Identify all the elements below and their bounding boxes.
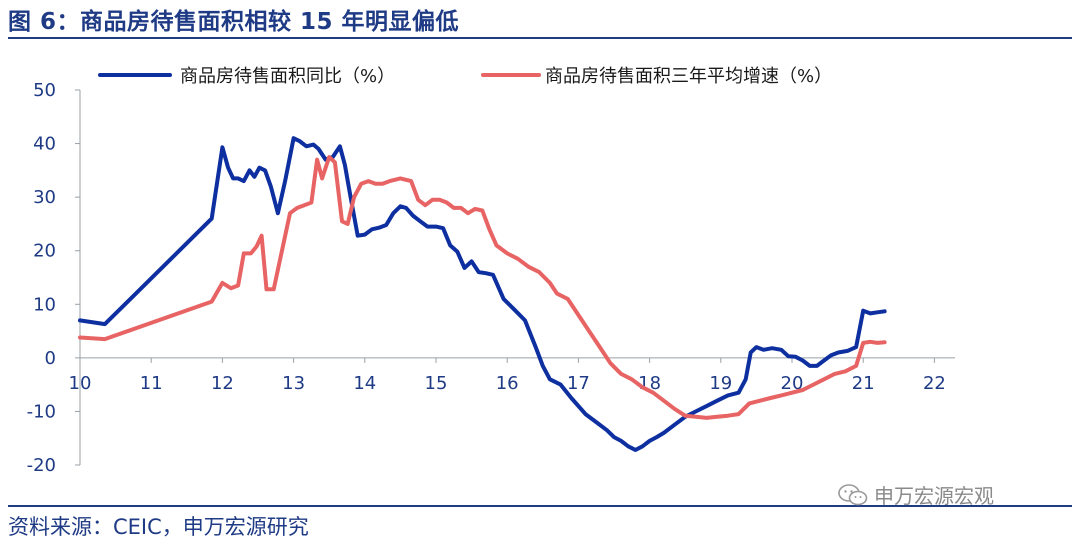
y-tick-label: 10 (33, 294, 56, 315)
x-tick-label: 20 (781, 373, 804, 394)
x-tick-label: 11 (140, 373, 163, 394)
y-tick-label: 30 (33, 187, 56, 208)
x-tick-label: 10 (69, 373, 92, 394)
y-tick-label: -10 (27, 401, 56, 422)
x-tick-label: 16 (496, 373, 519, 394)
y-tick-label: 0 (45, 348, 56, 369)
x-tick-label: 15 (425, 373, 448, 394)
series-line-yoy (78, 136, 887, 452)
x-tick-label: 14 (353, 373, 376, 394)
watermark: 申万宏源宏观 (838, 480, 994, 509)
chart-series (78, 136, 887, 452)
x-tick-label: 13 (282, 373, 305, 394)
title-divider (8, 37, 1072, 39)
y-tick-label: 20 (33, 241, 56, 262)
x-tick-label: 19 (709, 373, 732, 394)
series-line-3yr-avg (78, 155, 887, 420)
legend-label: 商品房待售面积三年平均增速（%） (545, 66, 832, 87)
y-tick-label: 50 (33, 80, 56, 101)
wechat-icon (838, 483, 868, 505)
x-tick-label: 17 (567, 373, 590, 394)
legend-label: 商品房待售面积同比（%） (180, 66, 395, 87)
x-tick-label: 22 (923, 373, 946, 394)
y-tick-label: -20 (27, 455, 56, 476)
footer-divider (8, 505, 1072, 507)
y-tick-label: 40 (33, 134, 56, 155)
x-tick-label: 12 (211, 373, 234, 394)
page-title: 图 6：商品房待售面积相较 15 年明显偏低 (8, 9, 460, 35)
x-tick-label: 21 (852, 373, 875, 394)
watermark-label: 申万宏源宏观 (874, 484, 994, 508)
source-note: 资料来源：CEIC，申万宏源研究 (8, 515, 309, 539)
chart-legend: 商品房待售面积同比（%） 商品房待售面积三年平均增速（%） (98, 66, 832, 87)
